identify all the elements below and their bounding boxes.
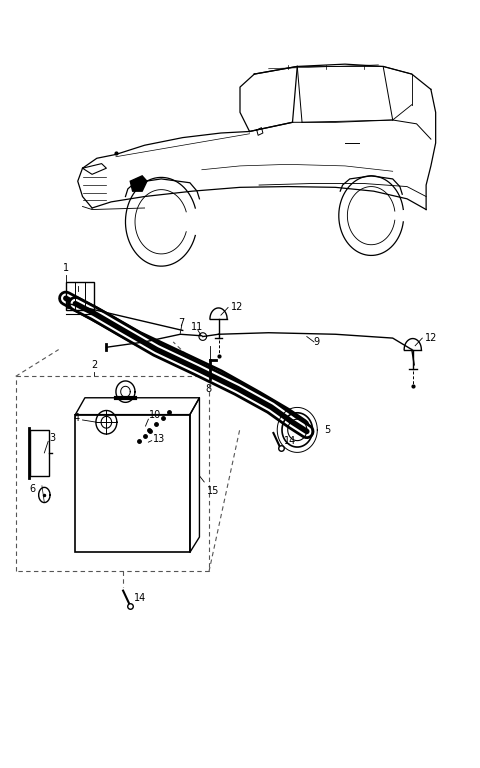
Text: 5: 5 <box>324 425 331 435</box>
Text: 10: 10 <box>149 409 162 419</box>
Text: 4: 4 <box>74 413 80 423</box>
Text: 12: 12 <box>425 333 437 343</box>
Text: 9: 9 <box>313 337 319 347</box>
Text: 3: 3 <box>49 432 55 442</box>
Text: 2: 2 <box>91 360 97 370</box>
Bar <box>75 415 190 552</box>
Polygon shape <box>130 176 147 191</box>
Text: 13: 13 <box>153 434 166 444</box>
Text: 8: 8 <box>205 384 211 394</box>
Text: 15: 15 <box>206 486 219 496</box>
Text: 7: 7 <box>179 318 185 328</box>
Text: 14: 14 <box>284 435 296 445</box>
Text: 14: 14 <box>133 593 146 603</box>
Text: 11: 11 <box>191 323 203 333</box>
Text: 12: 12 <box>230 303 243 313</box>
Text: 1: 1 <box>63 263 69 273</box>
Text: 6: 6 <box>30 484 36 494</box>
Bar <box>30 430 49 476</box>
